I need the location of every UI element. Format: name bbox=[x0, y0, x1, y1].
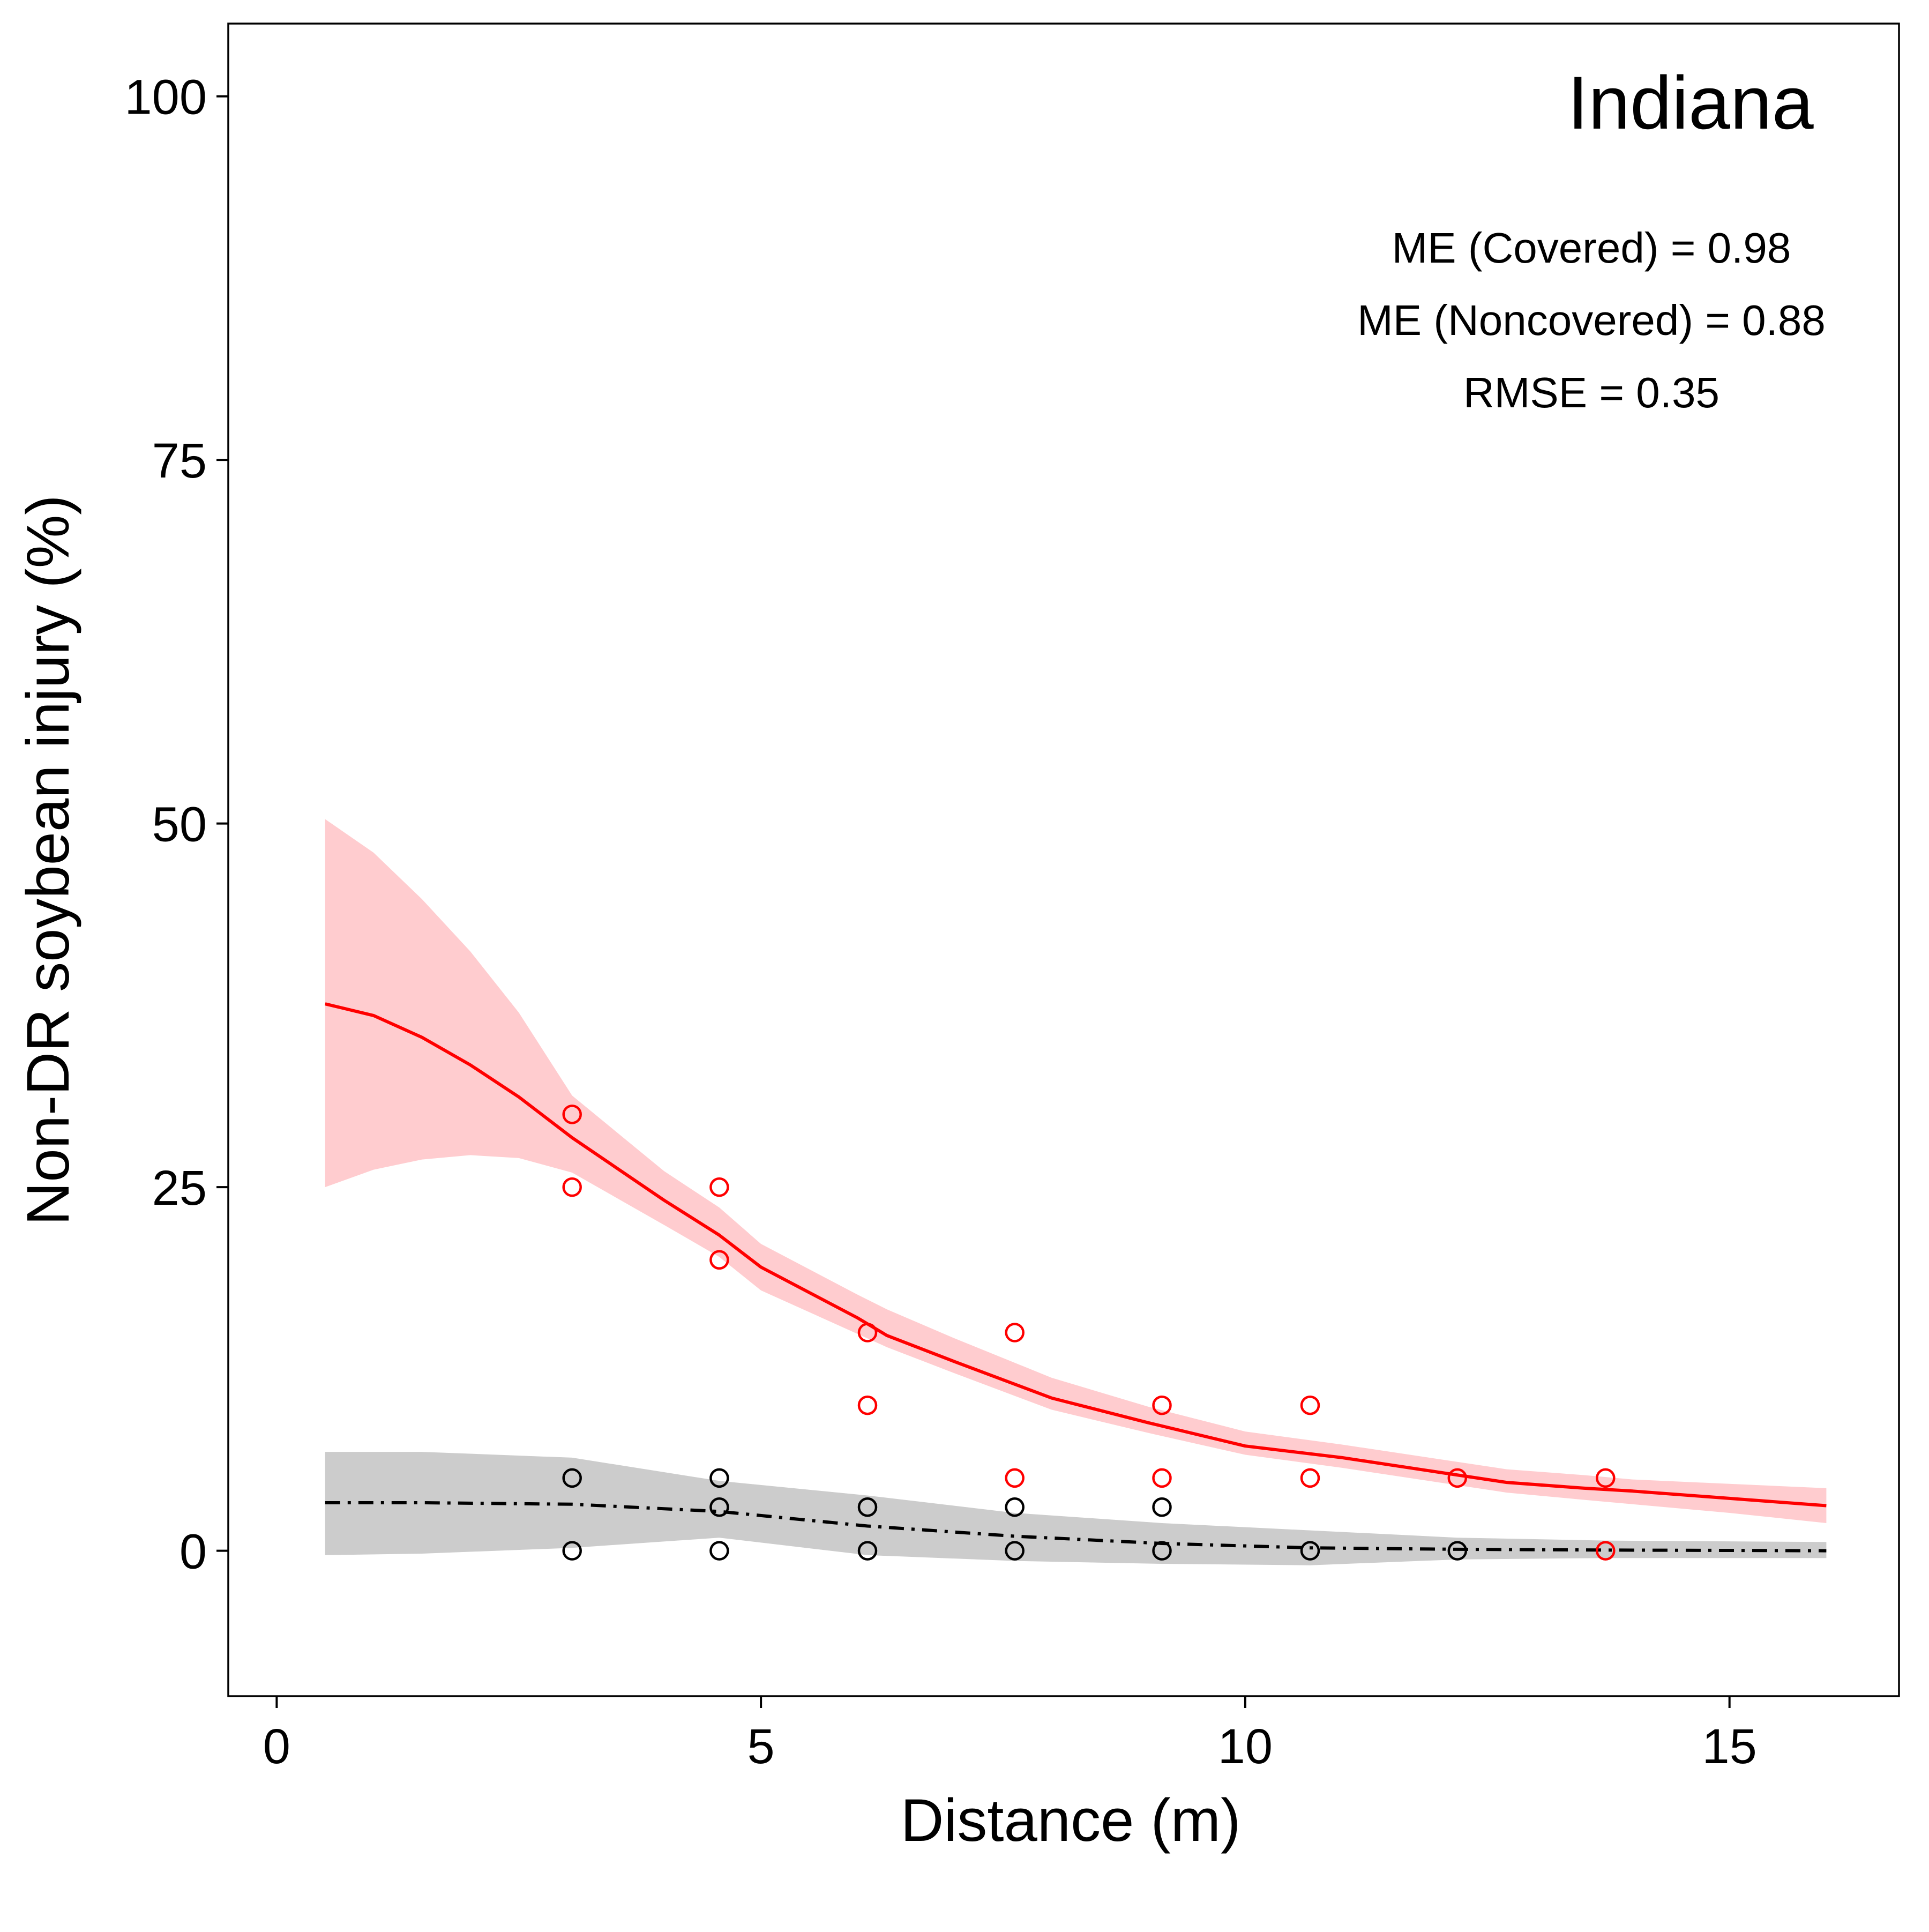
plot-panel-border bbox=[227, 23, 1900, 1697]
confidence-band-series-1 bbox=[325, 819, 1827, 1523]
data-point-series-1 bbox=[857, 1323, 878, 1342]
y-tick-label: 50 bbox=[152, 797, 207, 852]
data-point-series-2 bbox=[1447, 1541, 1468, 1561]
data-point-series-1 bbox=[562, 1177, 582, 1197]
confidence-bands bbox=[325, 819, 1827, 1565]
data-point-series-1 bbox=[1005, 1323, 1025, 1342]
data-point-series-1 bbox=[709, 1177, 729, 1197]
data-point-series-1 bbox=[709, 1250, 729, 1270]
data-point-series-2 bbox=[857, 1541, 878, 1561]
data-point-series-2 bbox=[1152, 1497, 1172, 1517]
stat-me-noncovered: ME (Noncovered) = 0.88 bbox=[1357, 296, 1826, 344]
data-point-series-1 bbox=[1300, 1468, 1320, 1488]
data-point-series-1 bbox=[562, 1105, 582, 1124]
y-axis-title: Non-DR soybean injury (%) bbox=[14, 495, 81, 1225]
x-tick-label: 5 bbox=[747, 1719, 775, 1774]
confidence-band-series-2 bbox=[325, 1452, 1827, 1565]
x-tick-label: 0 bbox=[263, 1719, 290, 1774]
y-tick-label: 25 bbox=[152, 1161, 207, 1215]
data-point-series-1 bbox=[1005, 1468, 1025, 1488]
data-point-series-1 bbox=[1596, 1541, 1616, 1561]
data-point-series-2 bbox=[709, 1497, 729, 1517]
data-point-series-2 bbox=[709, 1468, 729, 1488]
data-point-series-1 bbox=[1447, 1468, 1468, 1488]
data-point-series-2 bbox=[709, 1541, 729, 1561]
data-point-series-1 bbox=[1596, 1468, 1616, 1488]
panel-title: Indiana bbox=[1567, 61, 1813, 145]
y-tick-label: 75 bbox=[152, 434, 207, 488]
fitted-line-series-1 bbox=[325, 1002, 1827, 1508]
fitted-lines bbox=[325, 1002, 1827, 1553]
y-tick-label: 100 bbox=[125, 70, 207, 125]
observed-points bbox=[562, 1105, 1616, 1561]
data-point-series-2 bbox=[1300, 1541, 1320, 1561]
data-point-series-2 bbox=[857, 1497, 878, 1517]
x-tick-label: 10 bbox=[1218, 1719, 1273, 1774]
data-point-series-1 bbox=[857, 1395, 878, 1415]
data-point-series-1 bbox=[1300, 1395, 1320, 1415]
axes: 0 5 10 15 0 25 50 75 100 bbox=[125, 70, 1757, 1774]
stat-me-covered: ME (Covered) = 0.98 bbox=[1392, 224, 1791, 272]
data-point-series-2 bbox=[1005, 1497, 1025, 1517]
data-point-series-1 bbox=[1152, 1468, 1172, 1488]
data-point-series-2 bbox=[1152, 1541, 1172, 1561]
x-axis-title: Distance (m) bbox=[901, 1787, 1241, 1854]
stat-rmse: RMSE = 0.35 bbox=[1463, 369, 1719, 416]
x-tick-label: 15 bbox=[1702, 1719, 1757, 1774]
data-point-series-2 bbox=[562, 1541, 582, 1561]
y-tick-label: 0 bbox=[180, 1525, 207, 1579]
data-point-series-2 bbox=[1005, 1541, 1025, 1561]
data-point-series-2 bbox=[562, 1468, 582, 1488]
data-point-series-1 bbox=[1152, 1395, 1172, 1415]
